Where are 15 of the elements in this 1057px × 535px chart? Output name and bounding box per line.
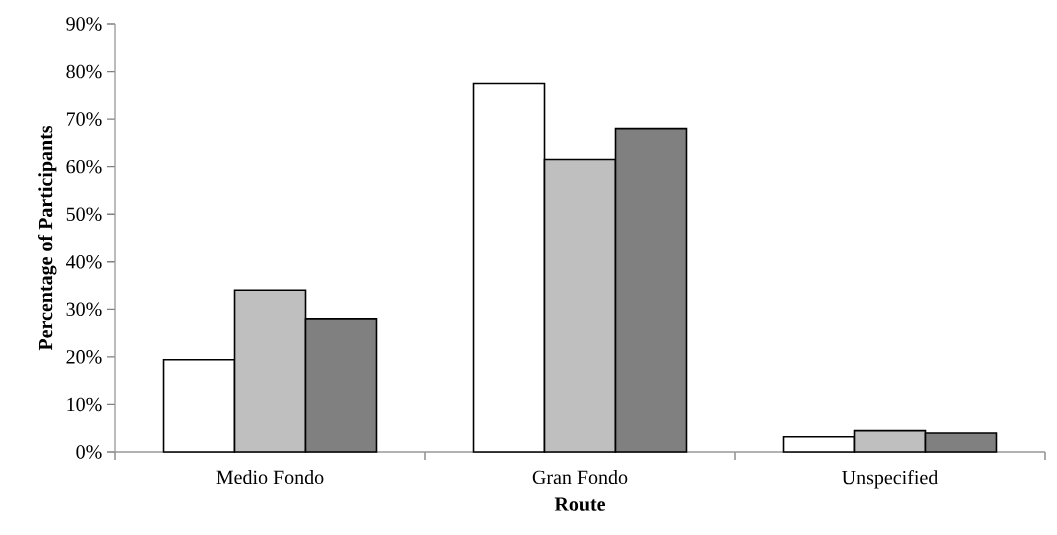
x-tick-label: Medio Fondo bbox=[216, 470, 324, 485]
y-tick-label: 30% bbox=[66, 302, 102, 317]
y-tick-label: 0% bbox=[76, 445, 102, 459]
y-tick-label: 60% bbox=[66, 159, 102, 174]
y-tick-label: 40% bbox=[66, 254, 102, 269]
x-tick-label: Gran Fondo bbox=[532, 470, 628, 485]
y-tick-label: 90% bbox=[66, 17, 102, 31]
x-axis-title: Route bbox=[554, 497, 606, 511]
y-tick-label: 70% bbox=[66, 112, 102, 126]
y-axis-title: Percentage of Participants bbox=[38, 125, 57, 351]
y-tick-label: 10% bbox=[67, 397, 102, 412]
y-tick-label: 50% bbox=[66, 207, 102, 222]
y-tick-label: 20% bbox=[66, 350, 102, 364]
y-tick-label: 80% bbox=[66, 64, 102, 79]
x-tick-label: Unspecified bbox=[842, 470, 939, 489]
